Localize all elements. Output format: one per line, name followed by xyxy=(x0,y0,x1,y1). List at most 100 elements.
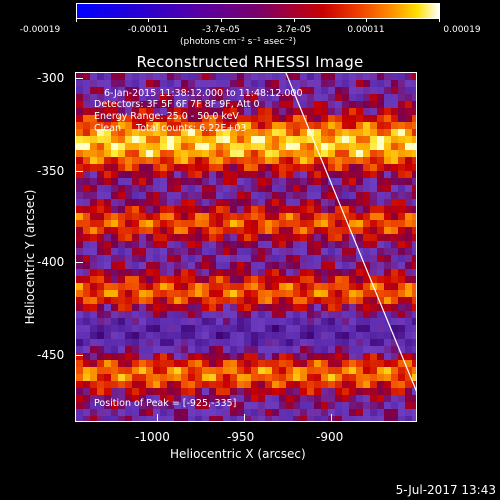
heatmap-cell xyxy=(300,157,307,164)
heatmap-cell xyxy=(90,409,97,416)
heatmap-cell xyxy=(342,115,349,122)
heatmap-cell xyxy=(167,94,174,101)
heatmap-cell xyxy=(237,164,244,171)
heatmap-cell xyxy=(251,276,258,283)
heatmap-cell xyxy=(195,325,202,332)
heatmap-cell xyxy=(97,374,104,381)
heatmap-cell xyxy=(209,143,216,150)
heatmap-cell xyxy=(272,241,279,248)
heatmap-cell xyxy=(405,206,412,213)
heatmap-cell xyxy=(104,276,111,283)
heatmap-cell xyxy=(230,304,237,311)
heatmap-cell xyxy=(363,381,370,388)
heatmap-cell xyxy=(167,339,174,346)
heatmap-cell xyxy=(405,381,412,388)
heatmap-cell xyxy=(195,87,202,94)
heatmap-cell xyxy=(405,185,412,192)
heatmap-cell xyxy=(111,367,118,374)
heatmap-cell xyxy=(244,255,251,262)
heatmap-cell xyxy=(188,150,195,157)
heatmap-cell xyxy=(188,94,195,101)
heatmap-cell xyxy=(125,402,132,409)
heatmap-cell xyxy=(146,87,153,94)
heatmap-cell xyxy=(335,157,342,164)
heatmap-cell xyxy=(335,262,342,269)
heatmap-cell xyxy=(216,150,223,157)
heatmap-cell xyxy=(349,192,356,199)
heatmap-cell xyxy=(216,311,223,318)
heatmap-cell xyxy=(391,171,398,178)
heatmap-cell xyxy=(391,234,398,241)
heatmap-cell xyxy=(300,136,307,143)
heatmap-cell xyxy=(258,381,265,388)
heatmap-cell xyxy=(90,164,97,171)
heatmap-cell xyxy=(293,255,300,262)
heatmap-cell xyxy=(335,276,342,283)
heatmap-cell xyxy=(412,339,416,346)
heatmap-cell xyxy=(174,353,181,360)
heatmap-cell xyxy=(265,416,272,421)
heatmap-cell xyxy=(251,80,258,87)
heatmap-cell xyxy=(125,199,132,206)
heatmap-cell xyxy=(139,143,146,150)
heatmap-cell xyxy=(104,353,111,360)
heatmap-cell xyxy=(265,269,272,276)
heatmap-cell xyxy=(188,136,195,143)
heatmap-cell xyxy=(202,129,209,136)
heatmap-cell xyxy=(111,290,118,297)
heatmap-cell xyxy=(265,80,272,87)
heatmap-cell xyxy=(223,185,230,192)
heatmap-cell xyxy=(398,290,405,297)
heatmap-cell xyxy=(209,290,216,297)
heatmap-cell xyxy=(300,199,307,206)
heatmap-cell xyxy=(356,318,363,325)
heatmap-cell xyxy=(314,227,321,234)
heatmap-cell xyxy=(83,353,90,360)
heatmap-cell xyxy=(363,262,370,269)
heatmap-cell xyxy=(286,94,293,101)
heatmap-cell xyxy=(265,199,272,206)
heatmap-cell xyxy=(321,409,328,416)
heatmap-cell xyxy=(223,122,230,129)
heatmap-cell xyxy=(216,318,223,325)
heatmap-cell xyxy=(167,402,174,409)
heatmap-cell xyxy=(307,416,314,421)
heatmap-cell xyxy=(167,234,174,241)
heatmap-cell xyxy=(286,262,293,269)
heatmap-cell xyxy=(223,346,230,353)
heatmap-cell xyxy=(356,108,363,115)
heatmap-cell xyxy=(244,388,251,395)
heatmap-cell xyxy=(111,227,118,234)
y-tick xyxy=(75,262,83,263)
heatmap-cell xyxy=(174,150,181,157)
heatmap-cell xyxy=(237,227,244,234)
heatmap-cell xyxy=(209,115,216,122)
heatmap-cell xyxy=(398,416,405,421)
heatmap-cell xyxy=(356,115,363,122)
heatmap-cell xyxy=(146,164,153,171)
heatmap-cell xyxy=(181,304,188,311)
heatmap-cell xyxy=(188,276,195,283)
heatmap-cell xyxy=(328,220,335,227)
heatmap-cell xyxy=(237,290,244,297)
heatmap-cell xyxy=(83,311,90,318)
heatmap-cell xyxy=(251,346,258,353)
heatmap-cell xyxy=(111,143,118,150)
heatmap-cell xyxy=(384,206,391,213)
heatmap-cell xyxy=(272,395,279,402)
heatmap-cell xyxy=(335,227,342,234)
heatmap-cell xyxy=(195,129,202,136)
heatmap-cell xyxy=(356,416,363,421)
heatmap-cell xyxy=(188,262,195,269)
heatmap-cell xyxy=(300,325,307,332)
heatmap-cell xyxy=(174,290,181,297)
heatmap-cell xyxy=(223,234,230,241)
heatmap-cell xyxy=(90,283,97,290)
heatmap-cell xyxy=(237,353,244,360)
heatmap-cell xyxy=(244,318,251,325)
heatmap-cell xyxy=(293,283,300,290)
heatmap-cell xyxy=(125,108,132,115)
heatmap-cell xyxy=(265,367,272,374)
heatmap-cell xyxy=(265,402,272,409)
heatmap-cell xyxy=(293,178,300,185)
